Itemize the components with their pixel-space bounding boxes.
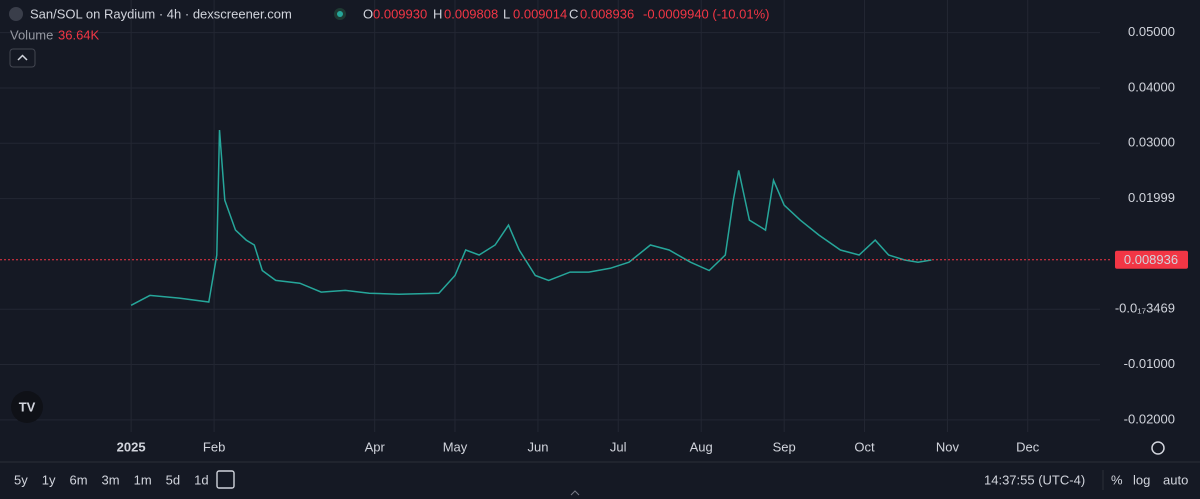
percent-toggle[interactable]: % [1111,472,1123,487]
range-button[interactable]: 1y [42,472,56,487]
range-button[interactable]: 1d [194,472,208,487]
ohlc-value: 0.009930 [373,6,427,21]
log-toggle[interactable]: log [1133,472,1150,487]
volume-label: Volume [10,27,53,42]
settings-icon[interactable] [1151,441,1165,455]
ohlc-value: 0.008936 [580,6,634,21]
auto-toggle[interactable]: auto [1163,472,1188,487]
tv-logo-mark: TV [19,399,36,414]
y-tick-label: -0.02000 [1124,411,1175,426]
price-line [130,129,932,306]
ohlc-label: H [433,6,442,21]
range-button[interactable]: 3m [102,472,120,487]
x-tick-label: Dec [1016,439,1040,454]
y-tick-label: -0.01000 [1124,356,1175,371]
range-button[interactable]: 5d [166,472,180,487]
x-tick-label: Apr [365,439,386,454]
price-change: -0.0009940 (-10.01%) [643,6,769,21]
y-tick-label: 0.01999 [1128,190,1175,205]
ohlc-label: C [569,6,578,21]
x-tick-label: Sep [773,439,796,454]
range-button[interactable]: 5y [14,472,28,487]
tv-logo[interactable] [11,391,43,423]
volume-value: 36.64K [58,27,100,42]
ohlc-label: O [363,6,373,21]
symbol-title: San/SOL on Raydium · 4h · dexscreener.co… [30,6,292,21]
x-tick-label: Jul [610,439,627,454]
last-price-label: 0.008936 [1124,252,1178,267]
x-tick-label: May [443,439,468,454]
x-tick-label: Jun [527,439,548,454]
collapse-button[interactable] [9,48,36,68]
y-tick-label: -0.0₁₇3469 [1115,301,1175,316]
expand-arrow[interactable] [570,490,580,496]
x-tick-label: 2025 [117,439,146,454]
date-range-icon[interactable] [216,470,235,489]
clock: 14:37:55 (UTC-4) [984,472,1085,487]
range-button[interactable]: 1m [134,472,152,487]
x-tick-label: Oct [854,439,875,454]
collapse-icon [17,54,28,61]
y-tick-label: 0.04000 [1128,79,1175,94]
ohlc-value: 0.009808 [444,6,498,21]
range-button[interactable]: 6m [69,472,87,487]
x-tick-label: Aug [690,439,713,454]
y-tick-label: 0.03000 [1128,135,1175,150]
ohlc-label: L [503,6,510,21]
symbol-icon [9,7,23,21]
x-tick-label: Nov [936,439,960,454]
ohlc-value: 0.009014 [513,6,567,21]
y-tick-label: 0.05000 [1128,24,1175,39]
x-tick-label: Feb [203,439,225,454]
status-dot [337,11,343,17]
plot-area [0,0,1112,432]
last-price-tag [1115,250,1188,269]
